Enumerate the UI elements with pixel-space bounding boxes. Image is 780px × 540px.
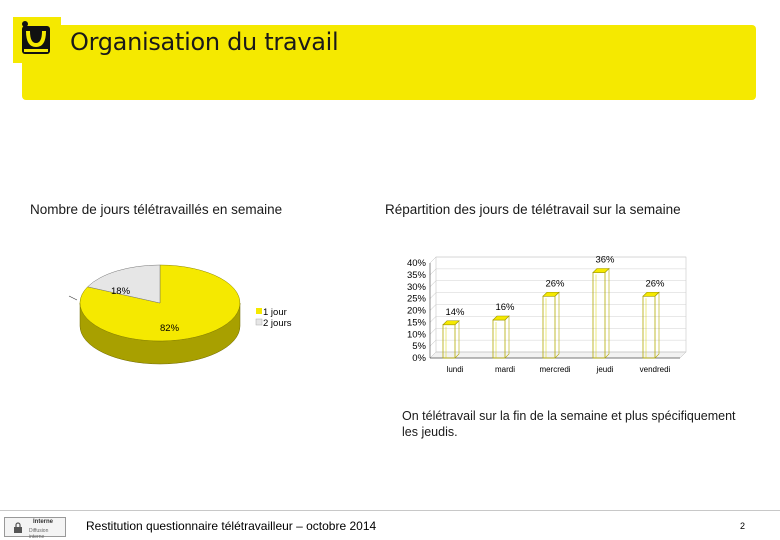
bar-top-vendredi [642,291,660,297]
bar-side-vendredi [654,291,660,359]
bar-data-label: 16% [495,302,515,313]
classification-badge: Interne Diffusion interne [4,517,66,540]
bar-data-label: 26% [545,278,565,289]
pie-chart: 82% 18% 1 jour 2 jours [68,264,292,365]
bar-ytick-label: 40% [407,258,427,269]
badge-label: Interne [33,519,54,525]
comment-text: On télétravail sur la fin de la semaine … [402,409,736,439]
pie-label-18: 18% [111,286,131,297]
bar-ytick-label: 35% [407,270,427,281]
bar-top-mardi [492,315,510,321]
header-band [22,25,756,100]
bar-grid-diag [429,280,437,287]
bar-ytick-label: 0% [412,353,426,364]
logo-dot [22,21,28,27]
bar-chart-title: Répartition des jours de télétravail sur… [385,202,681,217]
bar-category-label: lundi [447,365,464,374]
bar-grid-diag [429,292,437,299]
legend-swatch-1-jour [256,308,262,314]
pie-chart-title: Nombre de jours télétravaillés en semain… [30,202,283,217]
footer-text: Restitution questionnaire télétravailleu… [86,519,377,533]
badge-sublabel: Diffusion interne [29,528,49,540]
bar-grid-diag [429,351,437,359]
bar-side-mardi [504,315,510,359]
page-number: 2 [740,521,746,531]
bar-grid-diag [429,256,437,264]
bar-grid-diag [429,304,437,311]
bar-vendredi [642,295,656,359]
bar-ytick-label: 20% [407,306,427,317]
bar-side-mercredi [554,291,560,359]
bar-category-label: jeudi [596,365,614,374]
logo-smile [26,30,46,48]
bar-data-label: 26% [645,278,665,289]
logo-caption-strip [24,49,48,52]
bar-grid-diag [429,316,437,323]
bar-category-label: mardi [495,365,515,374]
bar-grid-diag [429,328,437,335]
bar-side-jeudi [604,267,610,359]
lock-icon [14,522,22,533]
bar-mercredi [542,295,556,359]
bar-ytick-label: 25% [407,294,427,305]
page-title: Organisation du travail [70,28,339,56]
bar-top-jeudi [592,268,610,273]
bar-ytick-label: 5% [412,341,426,352]
bar-top-mercredi [542,291,560,297]
bar-grid-diag [429,339,437,347]
footer-divider [0,510,780,511]
bar-category-label: vendredi [640,365,671,374]
bar-category-label: mercredi [539,365,570,374]
pie-slice-2-jours [87,264,161,304]
bar-ytick-label: 30% [407,282,427,293]
legend-label-1-jour: 1 jour [263,307,287,318]
bar-data-label: 36% [595,255,615,266]
bar-chart: 0%5%10%15%20%25%30%35%40% 14% lundi 16% mard… [407,255,687,374]
bar-ytick-label: 10% [407,329,427,340]
pie-label-82: 82% [160,323,180,334]
legend-swatch-2-jours [255,318,263,326]
bar-ytick-label: 15% [407,317,427,328]
bar-top-lundi [442,320,460,326]
legend-label-2-jours: 2 jours [263,318,292,329]
pie-leader-line [68,295,78,301]
bar-data-label: 14% [445,307,465,318]
bar-grid-diag [429,268,437,276]
company-logo [13,17,61,63]
bar-jeudi [592,272,606,359]
